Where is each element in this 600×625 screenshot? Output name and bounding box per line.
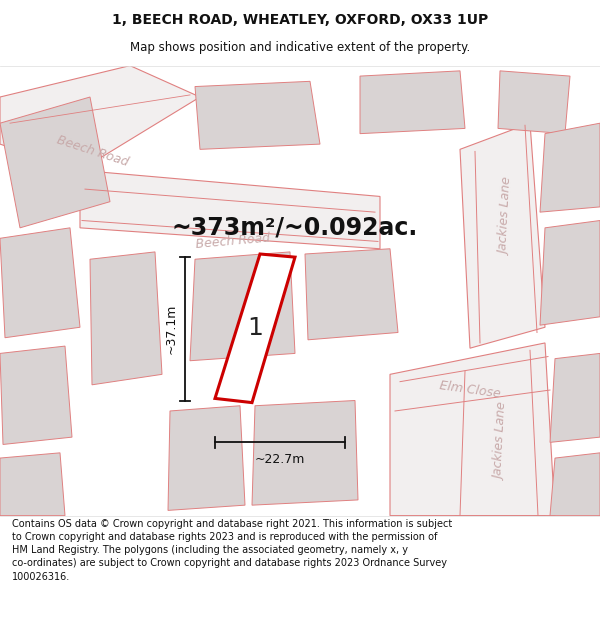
Text: Contains OS data © Crown copyright and database right 2021. This information is : Contains OS data © Crown copyright and d… bbox=[12, 519, 452, 581]
Polygon shape bbox=[550, 453, 600, 516]
Polygon shape bbox=[498, 71, 570, 134]
Polygon shape bbox=[540, 123, 600, 212]
Polygon shape bbox=[0, 97, 110, 228]
Text: Jackies Lane: Jackies Lane bbox=[499, 178, 515, 256]
Text: 1: 1 bbox=[248, 316, 263, 340]
Polygon shape bbox=[305, 249, 398, 340]
Polygon shape bbox=[195, 81, 320, 149]
Text: 1, BEECH ROAD, WHEATLEY, OXFORD, OX33 1UP: 1, BEECH ROAD, WHEATLEY, OXFORD, OX33 1U… bbox=[112, 12, 488, 27]
Polygon shape bbox=[190, 252, 295, 361]
Text: ~37.1m: ~37.1m bbox=[164, 304, 178, 354]
Text: Elm Close: Elm Close bbox=[439, 379, 502, 401]
Polygon shape bbox=[460, 123, 545, 348]
Polygon shape bbox=[0, 66, 200, 170]
Polygon shape bbox=[540, 221, 600, 325]
Text: ~373m²/~0.092ac.: ~373m²/~0.092ac. bbox=[172, 216, 418, 240]
Polygon shape bbox=[80, 170, 380, 249]
Text: Jackies Lane: Jackies Lane bbox=[493, 403, 511, 481]
Text: ~22.7m: ~22.7m bbox=[255, 452, 305, 466]
Polygon shape bbox=[215, 254, 295, 402]
Text: Beech Road: Beech Road bbox=[195, 232, 271, 251]
Polygon shape bbox=[0, 453, 65, 516]
Polygon shape bbox=[0, 346, 72, 444]
Polygon shape bbox=[360, 71, 465, 134]
Polygon shape bbox=[390, 343, 555, 516]
Text: Map shows position and indicative extent of the property.: Map shows position and indicative extent… bbox=[130, 41, 470, 54]
Polygon shape bbox=[550, 353, 600, 442]
Polygon shape bbox=[90, 252, 162, 385]
Polygon shape bbox=[0, 228, 80, 338]
Polygon shape bbox=[168, 406, 245, 511]
Polygon shape bbox=[252, 401, 358, 505]
Text: Beech Road: Beech Road bbox=[55, 134, 130, 169]
Polygon shape bbox=[455, 348, 545, 516]
